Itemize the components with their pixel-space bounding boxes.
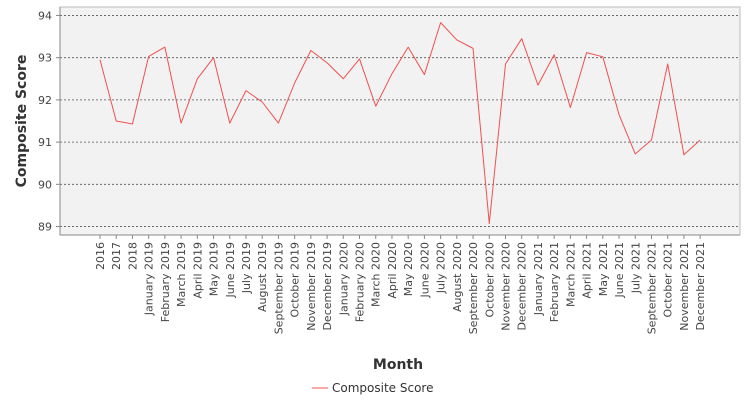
x-tick-label: September 2020 [467,242,480,334]
series-line [99,22,701,225]
x-tick-label: December 2020 [516,242,529,331]
x-tick-label: June 2019 [224,242,237,298]
x-tick-label: October 2019 [289,242,302,318]
x-tick-label: August 2020 [451,242,464,312]
x-tick-label: May 2019 [208,242,221,296]
x-tick-label: September 2019 [272,242,285,334]
x-tick-label: July 2021 [629,242,642,294]
x-tick-label: February 2021 [548,242,561,322]
x-tick-label: October 2020 [483,242,496,318]
x-tick-label: March 2020 [370,242,383,307]
x-tick-label: February 2019 [159,242,172,322]
y-tick-label: 93 [38,52,52,65]
x-tick-label: January 2020 [337,242,350,316]
x-tick-labels: 2016 2017 2018 January 2019 February 2019 Mar… [94,235,707,334]
x-tick-label: May 2021 [597,242,610,296]
y-tick-label: 94 [38,9,52,22]
x-tick-label: March 2021 [564,242,577,307]
x-tick-label: November 2021 [678,242,691,331]
y-axis-title: Composite Score [14,55,30,188]
plot-area [59,6,741,236]
x-axis-title: Month [373,357,423,373]
x-tick-label: November 2020 [500,242,513,331]
x-tick-label: November 2019 [305,242,318,331]
x-tick-label: June 2020 [418,242,431,298]
x-tick-label: February 2020 [354,242,367,322]
series-layer [99,22,701,225]
x-tick-label: June 2021 [613,242,626,298]
x-tick-label: April 2020 [386,242,399,299]
x-tick-label: September 2021 [645,242,658,334]
legend-label: Composite Score [332,381,433,395]
x-tick-label: April 2021 [581,242,594,299]
x-tick-label: 2016 [94,242,107,270]
legend: Composite Score [312,381,433,395]
x-tick-label: April 2019 [191,242,204,299]
x-tick-label: July 2020 [435,242,448,294]
x-tick-label: December 2021 [694,242,707,331]
y-tick-label: 90 [38,178,52,191]
x-tick-label: March 2019 [175,242,188,307]
y-tick-label: 89 [38,221,52,234]
x-tick-label: December 2019 [321,242,334,331]
x-tick-label: 2017 [110,242,123,270]
y-tick-label: 92 [38,94,52,107]
x-tick-label: January 2021 [532,242,545,316]
y-tick-labels: 89 90 91 92 93 94 [38,9,60,234]
x-tick-label: October 2021 [662,242,675,318]
x-tick-label: August 2019 [256,242,269,312]
grid [60,15,740,227]
y-tick-label: 91 [38,136,52,149]
x-tick-label: January 2019 [143,242,156,316]
x-tick-label: 2018 [126,242,139,270]
x-tick-label: May 2020 [402,242,415,296]
x-tick-label: July 2019 [240,242,253,294]
